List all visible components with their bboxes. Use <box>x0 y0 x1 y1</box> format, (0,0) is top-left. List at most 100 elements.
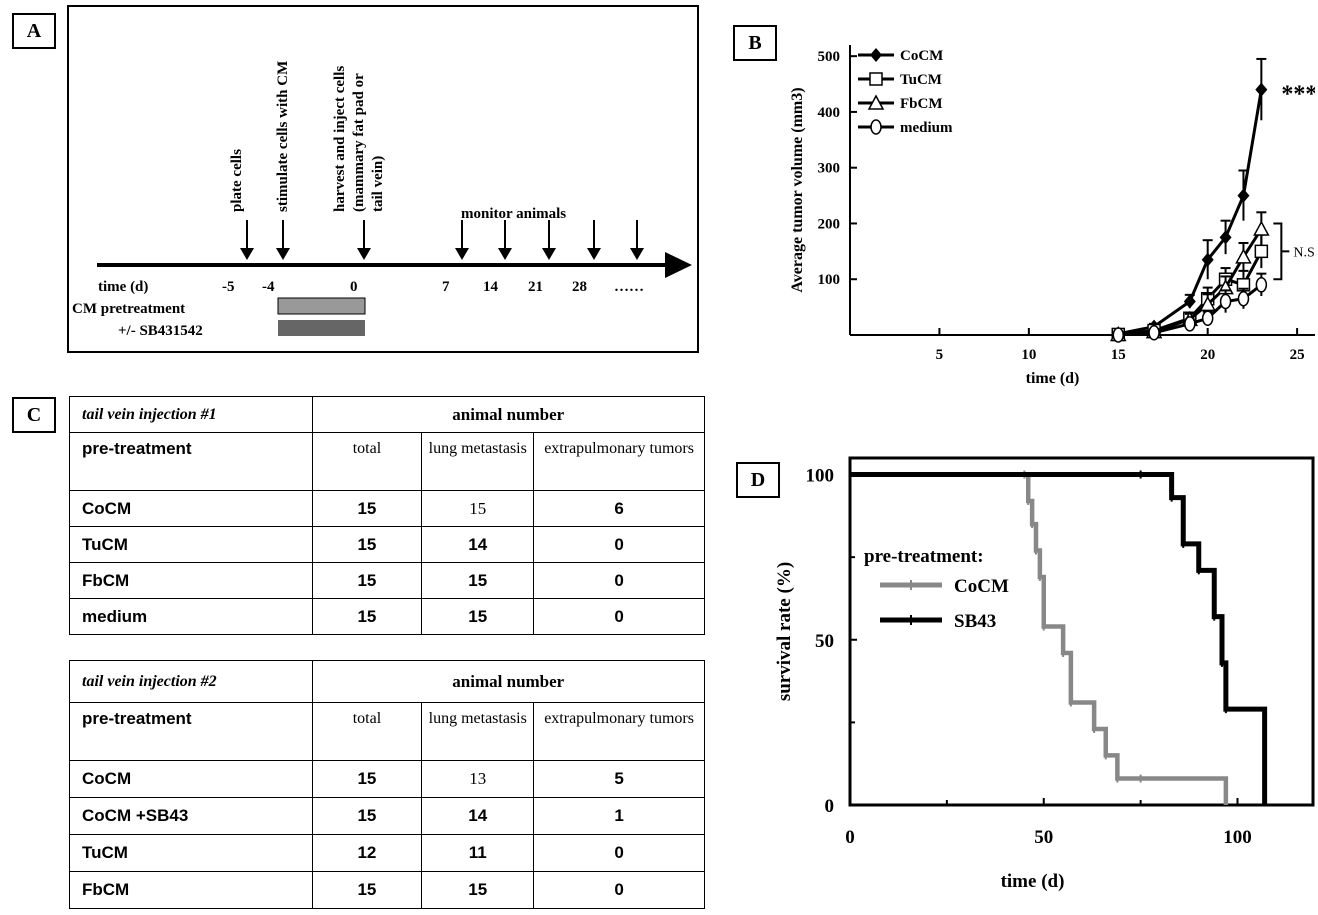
col-extra: extrapulmonary tumors <box>533 702 705 761</box>
legend-label: FbCM <box>900 96 943 112</box>
col-lung: lung metastasis <box>421 432 535 491</box>
data-point <box>1183 294 1196 309</box>
col-extra: extrapulmonary tumors <box>533 432 705 491</box>
tick-label: 14 <box>483 279 499 295</box>
ns-label: N.S. <box>1293 245 1315 260</box>
cell-lung: 13 <box>421 760 535 798</box>
legend-label: TuCM <box>900 72 942 88</box>
data-point <box>1219 293 1232 310</box>
x-tick-label: 15 <box>1111 347 1126 363</box>
cell-extra: 1 <box>533 797 705 835</box>
table-row: FbCM 15 15 0 <box>69 562 705 599</box>
ns-bracket <box>1273 222 1283 281</box>
legend-marker <box>870 48 882 62</box>
cell-lung: 15 <box>421 598 535 635</box>
cell-extra: 6 <box>533 490 705 527</box>
event-stimulate: stimulate cells with CM <box>275 61 291 212</box>
y-axis-label: survival rate (%) <box>774 562 795 701</box>
cell-lung: 11 <box>421 834 535 872</box>
row-label: medium <box>69 598 313 635</box>
cell-total: 15 <box>311 526 423 563</box>
survival-step-line <box>850 472 1268 805</box>
cell-extra: 0 <box>533 871 705 909</box>
row-header: pre-treatment <box>69 432 313 491</box>
cell-extra: 0 <box>533 834 705 872</box>
table-injection-2: tail vein injection #2 animal number pre… <box>69 660 706 909</box>
cell-total: 15 <box>311 562 423 599</box>
data-point <box>1255 277 1268 293</box>
cell-lung: 15 <box>421 562 535 599</box>
y-tick-label: 100 <box>818 272 841 288</box>
x-tick-label: 25 <box>1290 347 1305 363</box>
x-tick-label: 100 <box>1223 827 1252 848</box>
data-point <box>1199 295 1216 312</box>
table-row: TuCM 12 11 0 <box>69 834 705 872</box>
cell-total: 12 <box>311 834 423 872</box>
table-row: CoCM 15 13 5 <box>69 760 705 798</box>
y-tick-label: 0 <box>825 796 835 817</box>
event-harvest-2: (mammary fat pad or <box>351 73 367 212</box>
panel-d-chart: 0 50 100 0 50 100 time (d) survival rate (%) CoC… <box>774 456 1315 892</box>
significance-label: *** <box>1281 82 1315 108</box>
cell-total: 15 <box>311 490 423 527</box>
series-sb43 <box>850 470 1268 805</box>
legend-title: pre-treatment: <box>864 546 984 567</box>
cell-total: 15 <box>311 760 423 798</box>
group-header: animal number <box>311 396 706 433</box>
panel-a: plate cells stimulate cells with CM harv… <box>67 5 699 353</box>
row-label: CoCM <box>69 760 313 798</box>
tick-label: …… <box>614 279 644 295</box>
row-label: FbCM <box>69 562 313 599</box>
cell-total: 15 <box>311 797 423 835</box>
y-tick-label: 300 <box>818 161 841 177</box>
cm-pretreatment-label: CM pretreatment <box>72 301 185 317</box>
x-axis-label: time (d) <box>1026 370 1080 387</box>
time-axis-label: time (d) <box>98 279 148 295</box>
cell-lung: 15 <box>421 871 535 909</box>
table-row: FbCM 15 15 0 <box>69 871 705 909</box>
series-medium <box>1112 272 1268 343</box>
y-tick-label: 400 <box>818 105 841 121</box>
cell-lung: 14 <box>421 797 535 835</box>
event-monitor: monitor animals <box>461 206 566 222</box>
panel-label-b: B <box>733 25 777 61</box>
row-label: TuCM <box>69 834 313 872</box>
x-tick-label: 0 <box>845 827 855 848</box>
cell-total: 15 <box>311 871 423 909</box>
data-point <box>1237 291 1250 307</box>
row-label: TuCM <box>69 526 313 563</box>
cell-extra: 5 <box>533 760 705 798</box>
legend-label: medium <box>900 120 953 136</box>
sb-bar <box>278 320 365 336</box>
col-lung: lung metastasis <box>421 702 535 761</box>
col-total: total <box>311 702 423 761</box>
cell-extra: 0 <box>533 526 705 563</box>
x-tick-label: 10 <box>1021 347 1036 363</box>
row-label: CoCM <box>69 490 313 527</box>
table-row: medium 15 15 0 <box>69 598 705 635</box>
y-tick-label: 200 <box>818 216 841 232</box>
y-axis-label: Average tumor volume (mm3) <box>789 87 806 292</box>
sb-label: +/- SB431542 <box>118 323 203 339</box>
cell-lung: 15 <box>421 490 535 527</box>
row-label: CoCM +SB43 <box>69 797 313 835</box>
data-point <box>1253 220 1270 236</box>
event-harvest-1: harvest and inject cells <box>332 66 348 212</box>
data-point <box>1201 310 1214 327</box>
legend-marker <box>867 94 885 110</box>
series-cocm <box>850 470 1229 805</box>
x-tick-label: 20 <box>1200 347 1215 363</box>
table-title: tail vein injection #1 <box>69 396 313 433</box>
cell-extra: 0 <box>533 562 705 599</box>
tick-label: -4 <box>262 279 275 295</box>
panel-b-chart: 100 200 300 400 500 5 10 15 20 25 time (d) Average … <box>789 45 1315 387</box>
x-tick-label: 50 <box>1034 827 1053 848</box>
tick-label: -5 <box>222 279 235 295</box>
col-total: total <box>311 432 423 491</box>
row-label: FbCM <box>69 871 313 909</box>
table-row: CoCM 15 15 6 <box>69 490 705 527</box>
event-plate-cells: plate cells <box>229 149 245 212</box>
y-tick-label: 500 <box>818 49 841 65</box>
data-point <box>1255 82 1268 97</box>
survival-step-line <box>850 472 1229 805</box>
